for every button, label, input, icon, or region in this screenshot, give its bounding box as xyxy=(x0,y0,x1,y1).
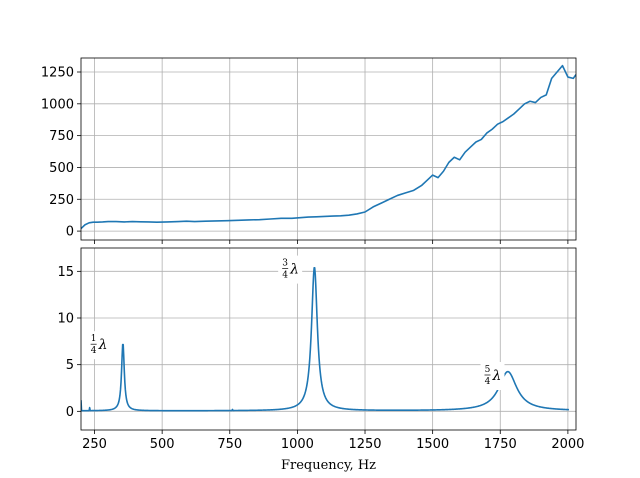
bottom-x-tick-label: 1500 xyxy=(416,437,449,452)
bottom-axes-frame xyxy=(80,247,577,431)
top-y-tick-label: 1250 xyxy=(41,66,74,81)
bottom-grid xyxy=(81,248,576,430)
annotation-box xyxy=(86,331,111,360)
top-grid xyxy=(81,58,576,240)
annotation-box xyxy=(278,255,303,284)
top-series xyxy=(81,64,576,230)
bottom-series xyxy=(81,267,570,412)
top-y-tick-label: 1000 xyxy=(41,97,74,112)
annotation-3-4-lambda: 3 4 λ xyxy=(278,255,303,284)
annotation-denominator: 4 xyxy=(485,377,491,387)
bottom-x-tick-label: 1250 xyxy=(348,437,381,452)
bottom-y-tick-label: 15 xyxy=(57,265,74,280)
bottom-x-tick-label: 500 xyxy=(150,437,175,452)
top-panel: 0 250 500 750 1000 1250 xyxy=(41,57,577,244)
top-y-tick-label: 750 xyxy=(49,129,74,144)
annotation-numerator: 1 xyxy=(91,334,97,344)
annotation-denominator: 4 xyxy=(91,346,97,356)
bottom-x-tick-label: 750 xyxy=(217,437,242,452)
x-axis-label: Frequency, Hz xyxy=(281,458,376,473)
top-y-tick-label: 500 xyxy=(49,161,74,176)
bottom-series-line xyxy=(81,267,570,412)
annotation-1-4-lambda: 1 4 λ xyxy=(86,331,111,360)
top-axes-frame xyxy=(80,57,577,241)
annotation-numerator: 5 xyxy=(485,365,491,375)
annotation-lambda: λ xyxy=(289,262,299,278)
annotation-denominator: 4 xyxy=(282,271,288,281)
annotation-5-4-lambda: 5 4 λ xyxy=(480,362,505,390)
annotation-numerator: 3 xyxy=(282,259,288,269)
top-y-tick-label: 250 xyxy=(49,193,74,208)
bottom-y-tick-label: 0 xyxy=(66,405,74,420)
resonance-annotations: 14 λ34 λ54 λ xyxy=(86,255,505,390)
top-series-line xyxy=(81,64,576,230)
bottom-x-tick-label: 2000 xyxy=(551,437,584,452)
top-y-tick-label: 0 xyxy=(66,225,74,240)
top-ticks: 0 250 500 750 1000 1250 xyxy=(41,66,569,244)
annotation-lambda: λ xyxy=(491,368,501,384)
bottom-y-tick-label: 5 xyxy=(66,358,74,373)
annotation-box xyxy=(480,362,505,390)
bottom-x-tick-label: 1000 xyxy=(281,437,314,452)
bottom-x-tick-label: 250 xyxy=(82,437,107,452)
bottom-panel: 14 λ34 λ54 λ 250 500 750 1000 1250 1500 1750 20000… xyxy=(57,247,584,473)
annotation-lambda: λ xyxy=(98,337,108,353)
bottom-x-tick-label: 1750 xyxy=(484,437,517,452)
bottom-y-tick-label: 10 xyxy=(57,312,74,327)
